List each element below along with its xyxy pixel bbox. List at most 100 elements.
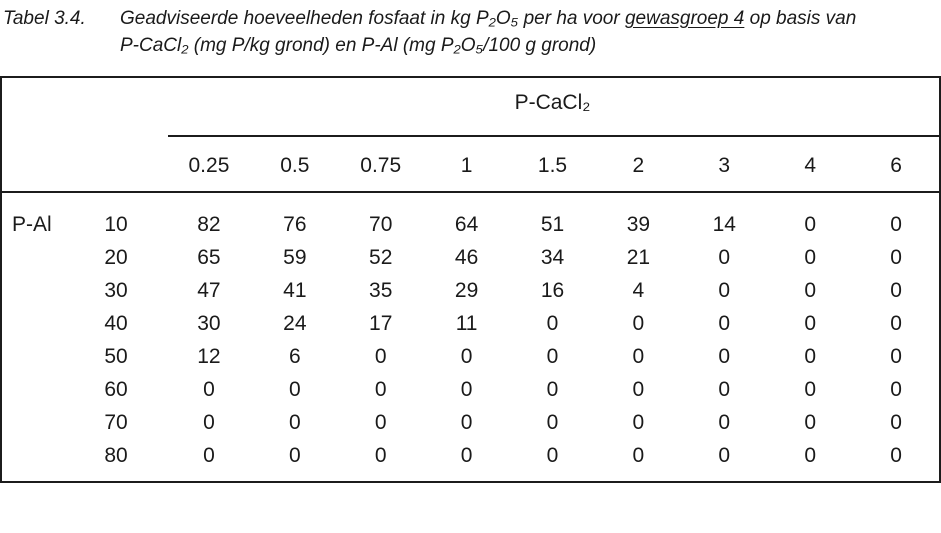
table-cell: 39 [626,213,651,236]
table-cell: 0 [890,246,902,269]
table-cell: 0 [546,411,559,434]
table-cell: 0 [632,345,645,368]
table-row: P-Al 10 82 76 70 64 51 39 14 0 0 [2,208,939,241]
caption-line-1: Geadviseerde hoeveelheden fosfaat in kg … [120,5,939,32]
table-number: Tabel 3.4. [3,8,86,29]
column-group-header: P-CaCl₂ [514,91,591,114]
row-group-label [2,406,66,439]
table-cell: 4 [632,279,645,302]
column-header: 0.5 [280,154,310,177]
caption-underlined-term: gewasgroep 4 [624,8,745,29]
row-label: 10 [104,213,128,236]
caption-line-2: P-CaCl₂ (mg P/kg grond) en P-Al (mg P₂O₅… [120,35,597,56]
caption-text: Geadviseerde hoeveelheden fosfaat in kg … [120,5,939,59]
table-cell: 0 [890,378,902,401]
table-row: 30 47 41 35 29 16 4 0 0 0 [2,274,939,307]
row-group-label [2,241,66,274]
table-cell: 59 [283,246,307,269]
table-row: 50 12 6 0 0 0 0 0 0 0 [2,340,939,373]
table-cell: 0 [804,213,816,236]
table-cell: 12 [197,345,221,368]
table-row: 20 65 59 52 46 34 21 0 0 0 [2,241,939,274]
row-group-label [2,373,66,406]
table-cell: 0 [374,378,387,401]
header-divider-rule [0,191,941,193]
column-header: 1.5 [537,154,568,177]
table-row: 60 0 0 0 0 0 0 0 0 0 [2,373,939,406]
table-cell: 30 [197,312,221,335]
row-group-label: P-Al [12,213,52,236]
table-cell: 0 [804,378,816,401]
column-group-underline-rule [168,135,939,137]
row-label: 60 [104,378,128,401]
table-cell: 0 [546,444,559,467]
table-cell: 0 [890,213,902,236]
table-cell: 0 [632,312,645,335]
table-cell: 47 [197,279,221,302]
caption-line1-pre: Geadviseerde hoeveelheden fosfaat in kg … [120,8,625,29]
table-cell: 0 [718,312,731,335]
table-cell: 0 [374,411,387,434]
table-cell: 0 [460,378,473,401]
table-cell: 46 [454,246,479,269]
table-cell: 14 [712,213,736,236]
table-cell: 0 [546,312,559,335]
row-label: 50 [104,345,128,368]
table-row: 70 0 0 0 0 0 0 0 0 0 [2,406,939,439]
table-row: 80 0 0 0 0 0 0 0 0 0 [2,439,939,472]
table-cell: 0 [718,411,731,434]
spacer-cell [66,149,166,182]
table-cell: 0 [374,345,387,368]
column-header: 4 [804,154,816,177]
table-cell: 0 [288,378,301,401]
table-cell: 0 [460,444,473,467]
table-cell: 21 [626,246,651,269]
table-cell: 29 [454,279,479,302]
table-cell: 16 [540,279,565,302]
table-body: P-Al 10 82 76 70 64 51 39 14 0 0 20 65 59 52 46 34 21… [2,208,939,472]
table-cell: 41 [283,279,307,302]
row-group-label [2,340,66,373]
column-header: 0.75 [360,154,402,177]
table-cell: 0 [890,279,902,302]
table-cell: 70 [369,213,393,236]
table-caption: Tabel 3.4. Geadviseerde hoeveelheden fos… [3,5,939,59]
table-cell: 0 [890,345,902,368]
table-cell: 34 [540,246,565,269]
table-cell: 0 [804,411,816,434]
row-label: 80 [104,444,128,467]
table-cell: 82 [197,213,221,236]
spacer-cell [2,149,66,182]
table-row: 40 30 24 17 11 0 0 0 0 0 [2,307,939,340]
table-cell: 0 [546,345,559,368]
table-cell: 0 [718,279,731,302]
row-group-label [2,274,66,307]
row-group-label [2,439,66,472]
table-cell: 76 [283,213,307,236]
table-cell: 6 [288,345,301,368]
table-cell: 24 [283,312,307,335]
table-cell: 0 [804,312,816,335]
caption-line1-post: op basis van [744,8,857,29]
table-cell: 0 [804,246,816,269]
table-cell: 0 [288,411,301,434]
table-cell: 0 [460,345,473,368]
table-cell: 52 [369,246,393,269]
column-headers-row: 0.25 0.5 0.75 1 1.5 2 3 4 6 [2,149,939,182]
data-table: P-CaCl₂ 0.25 0.5 0.75 1 1.5 2 3 4 6 P-Al… [0,76,941,483]
row-label: 30 [104,279,128,302]
table-cell: 0 [804,444,816,467]
table-cell: 0 [718,444,731,467]
row-label: 20 [104,246,128,269]
column-header: 3 [718,154,731,177]
row-label: 40 [104,312,128,335]
table-cell: 0 [632,444,645,467]
table-cell: 0 [632,378,645,401]
table-cell: 0 [718,246,731,269]
column-header: 1 [460,154,473,177]
table-cell: 0 [203,378,215,401]
column-header: 0.25 [188,154,230,177]
table-cell: 35 [369,279,393,302]
table-cell: 0 [374,444,387,467]
